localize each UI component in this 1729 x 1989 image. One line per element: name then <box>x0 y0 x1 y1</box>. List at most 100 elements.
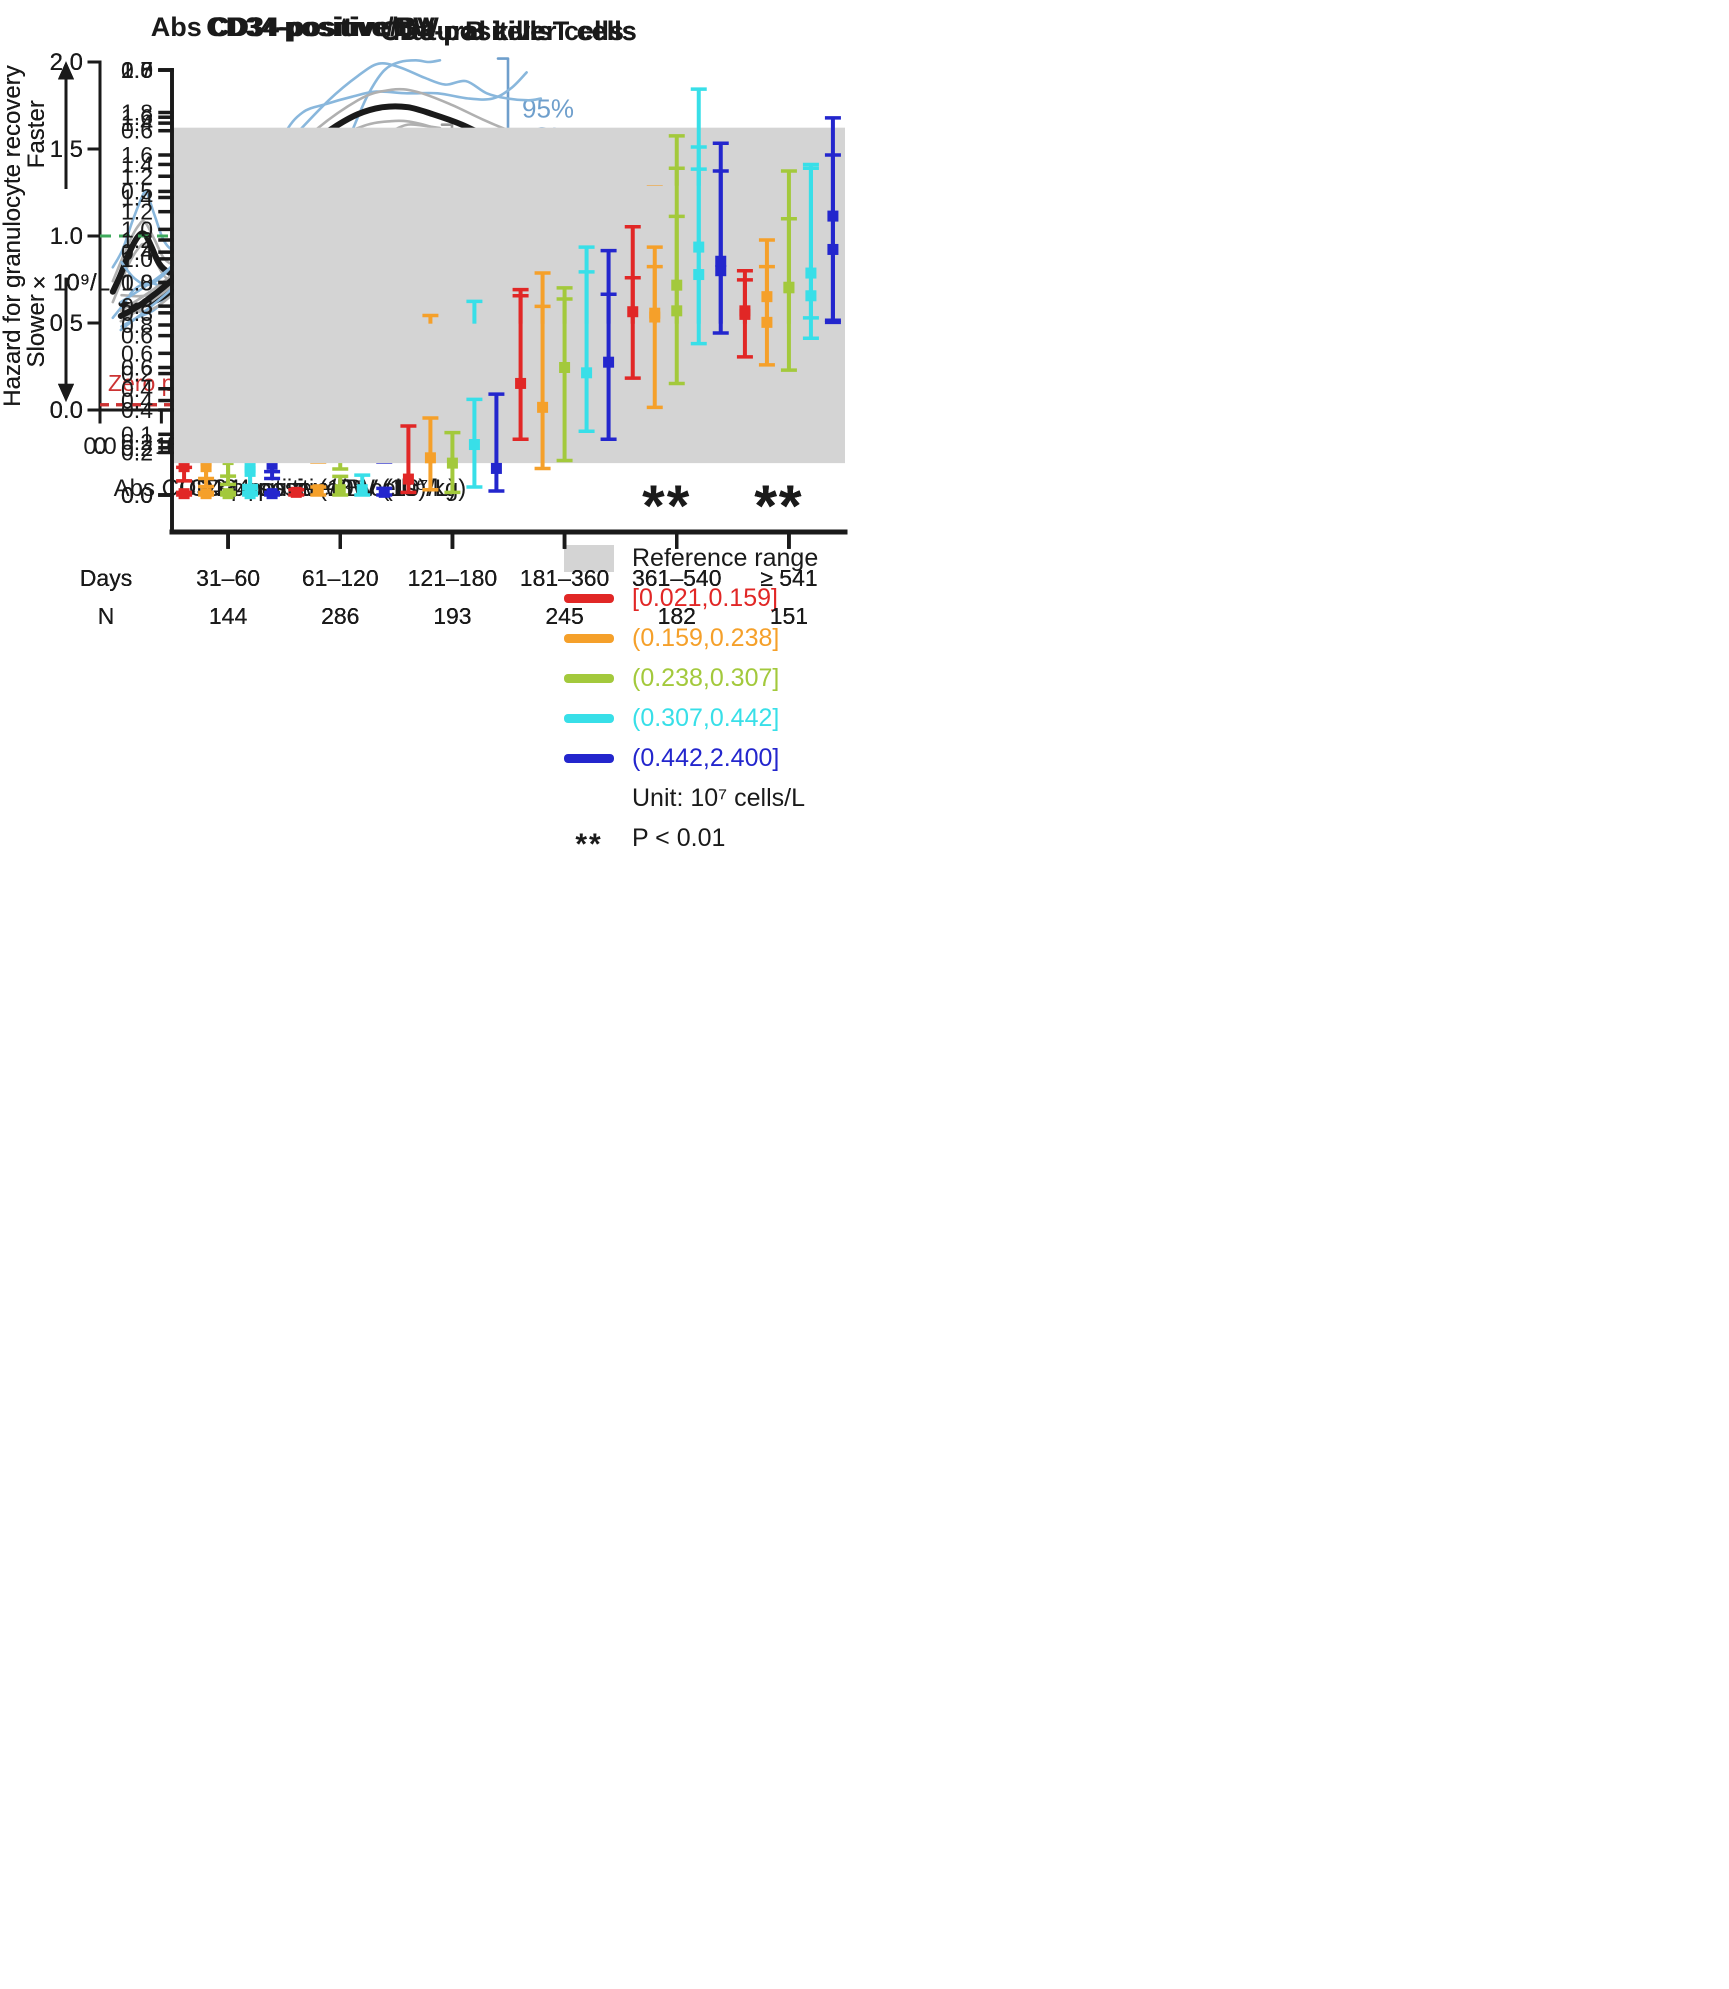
y-tick-label: 0.0 <box>121 482 153 508</box>
series-green <box>220 166 797 500</box>
chart-title: CD4-positive T cells <box>380 16 637 46</box>
y-tick-label: 0.8 <box>121 293 153 319</box>
category-label: 31–60 <box>196 565 260 591</box>
n-value: 245 <box>545 603 583 629</box>
y-tick-label: 0.0 <box>121 482 153 508</box>
median-marker <box>244 488 256 500</box>
y-tick-label: 1.4 <box>121 185 153 211</box>
category-label: 361–540 <box>632 565 722 591</box>
legend-item-unit: Unit: 10⁷ cells/L <box>562 778 818 818</box>
interval-2-swatch <box>562 633 616 643</box>
slower-label: Slower <box>23 294 50 367</box>
x-tick-label: 0.0 <box>83 433 116 460</box>
median-marker <box>537 401 549 413</box>
y-tick-label: 0.5 <box>50 310 83 337</box>
median-marker <box>178 488 190 500</box>
chart-title: Abs CD34-positive <box>151 12 390 42</box>
n-value: 182 <box>658 603 696 629</box>
ci95-label: 95% <box>522 93 574 123</box>
n-value: 286 <box>321 603 359 629</box>
median-marker <box>244 465 256 477</box>
y-axis-title: Hazard for granulocyte recovery <box>0 65 26 406</box>
median-marker <box>290 486 302 498</box>
significance-asterisks: ** <box>575 828 603 861</box>
y-tick-label: 1.5 <box>50 136 83 163</box>
y-axis-title: Hazard for granulocyte recovery <box>0 65 26 406</box>
slower-arrowhead-icon <box>58 383 74 402</box>
n-value: 182 <box>658 603 696 629</box>
faster-label: Faster <box>23 100 50 168</box>
y-tick-label: 1.2 <box>121 227 153 253</box>
median-marker <box>178 461 190 473</box>
median-marker <box>200 461 212 473</box>
median-marker <box>446 457 458 469</box>
median-marker <box>783 282 795 294</box>
n-value: 193 <box>433 603 471 629</box>
median-marker <box>312 484 324 496</box>
n-value: 286 <box>321 603 359 629</box>
category-label: 31–60 <box>196 565 260 591</box>
y-tick-label: 0.6 <box>121 118 153 144</box>
significance-asterisks: ** <box>754 474 803 539</box>
y-tick-label: 1.8 <box>121 100 153 126</box>
legend-item-interval-2: (0.159,0.238] <box>562 618 818 658</box>
n-value: 193 <box>433 603 471 629</box>
category-label: 61–120 <box>302 565 379 591</box>
legend-label: P < 0.01 <box>632 823 726 852</box>
y-tick-label: 1.0 <box>50 223 83 250</box>
n-value: 193 <box>433 603 471 629</box>
median-marker <box>649 311 661 323</box>
category-label: 61–120 <box>302 565 379 591</box>
y-tick-label: 1.2 <box>121 199 153 225</box>
y-tick-label: 0.0 <box>121 482 153 508</box>
median-marker <box>424 452 436 464</box>
category-label: ≥ 541 <box>760 565 817 591</box>
y-tick-label: 1.8 <box>121 57 153 83</box>
slower-label: Slower <box>23 294 50 367</box>
x-tick-label: 0 <box>93 433 106 460</box>
n-row-header: N <box>98 603 115 629</box>
legend-label: (0.442,2.400] <box>632 743 780 772</box>
reference-range-swatch <box>562 544 616 572</box>
n-value: 193 <box>433 603 471 629</box>
legend-item-interval-1: [0.021,0.159] <box>562 578 818 618</box>
category-label: 181–360 <box>520 565 610 591</box>
n-value: 151 <box>770 603 808 629</box>
median-marker <box>805 290 817 302</box>
slower-label: Slower <box>23 294 50 367</box>
category-label: 361–540 <box>632 565 722 591</box>
median-marker <box>402 473 414 485</box>
legend-item-interval-5: (0.442,2.400] <box>562 738 818 778</box>
median-marker <box>739 308 751 320</box>
y-tick-label: 0.4 <box>121 397 153 423</box>
n-value: 286 <box>321 603 359 629</box>
median-marker <box>378 486 390 498</box>
category-label: 181–360 <box>520 565 610 591</box>
median-marker <box>559 362 571 373</box>
interval-4-swatch <box>562 713 616 723</box>
interval-5-swatch <box>562 753 616 763</box>
y-tick-label: 0.4 <box>121 388 153 414</box>
y-tick-label: 0.2 <box>121 435 153 461</box>
n-value: 151 <box>770 603 808 629</box>
legend-item-significance: ** P < 0.01 <box>562 818 818 861</box>
n-value: 182 <box>658 603 696 629</box>
n-value: 245 <box>545 603 583 629</box>
median-marker <box>266 458 278 470</box>
chart-title: Natural killer cells <box>393 16 624 46</box>
median-marker <box>827 210 839 222</box>
category-label: ≥ 541 <box>760 565 817 591</box>
median-marker <box>490 462 502 474</box>
median-marker <box>334 484 346 496</box>
unit-label: × 10⁹/L <box>32 270 110 297</box>
y-tick-label: 0.0 <box>50 397 83 424</box>
series-cyan <box>242 145 819 500</box>
median-marker <box>356 484 368 496</box>
y-tick-label: 0.2 <box>121 429 153 455</box>
legend-label: (0.307,0.442] <box>632 703 780 732</box>
y-tick-label: 0.2 <box>121 440 153 466</box>
y-tick-label: 1.6 <box>121 142 153 168</box>
n-value: 151 <box>770 603 808 629</box>
